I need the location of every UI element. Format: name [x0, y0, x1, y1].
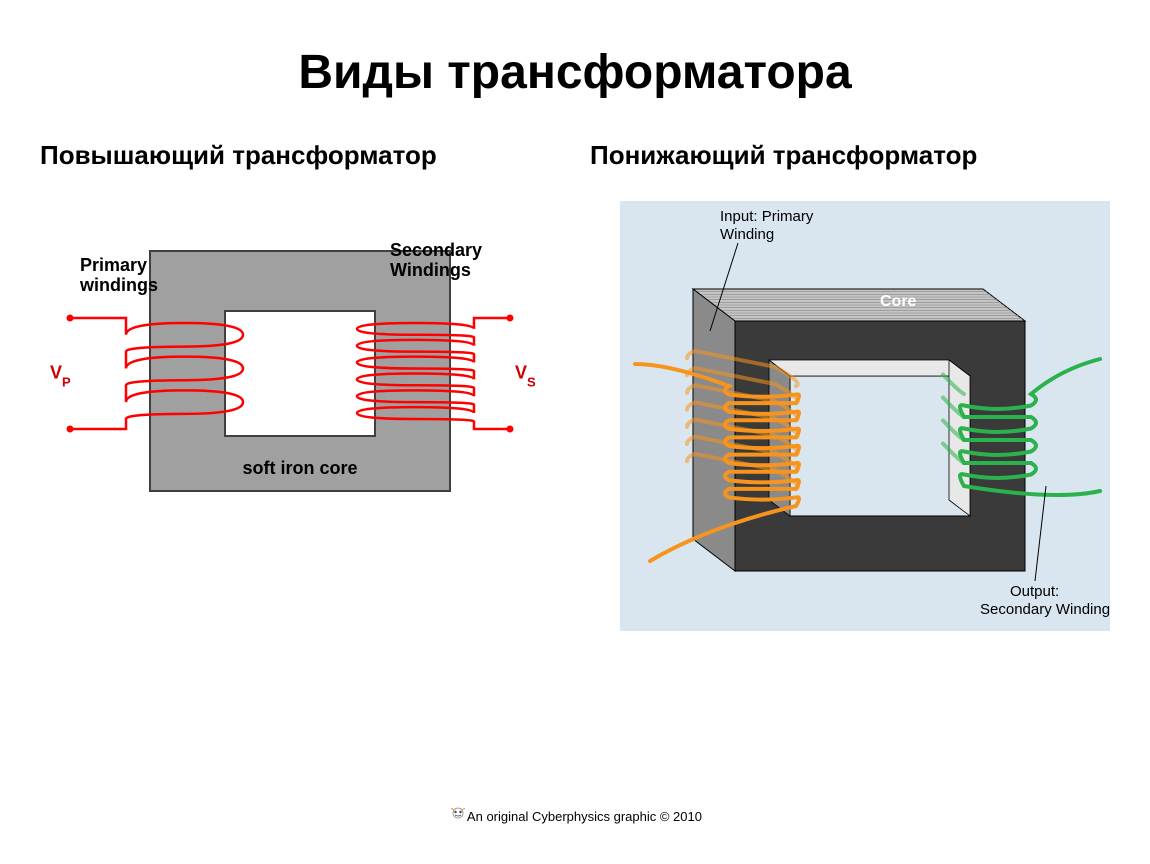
credit-text: An original Cyberphysics graphic © 2010 — [467, 809, 702, 824]
svg-text:Windings: Windings — [390, 260, 471, 280]
left-subtitle: Повышающий трансформатор — [30, 140, 570, 171]
svg-text:Input: Primary: Input: Primary — [720, 208, 814, 225]
svg-text:Output:: Output: — [1010, 583, 1059, 600]
svg-text:VP: VP — [50, 363, 71, 390]
left-column: Повышающий трансформатор Primarywindings… — [30, 140, 570, 646]
svg-text:Winding: Winding — [720, 226, 774, 243]
columns: Повышающий трансформатор Primarywindings… — [0, 100, 1150, 646]
svg-text:soft iron core: soft iron core — [242, 458, 357, 478]
svg-text:Core: Core — [880, 293, 917, 310]
right-subtitle: Понижающий трансформатор — [580, 140, 1120, 171]
step-up-transformer-svg: Primarywindings SecondaryWindings VP VS soft… — [30, 201, 550, 561]
svg-text:windings: windings — [79, 275, 158, 295]
credit-icon — [448, 807, 464, 819]
svg-text:Secondary: Secondary — [390, 240, 482, 260]
svg-text:Primary: Primary — [80, 255, 147, 275]
svg-text:VS: VS — [515, 363, 536, 390]
left-diagram: Primarywindings SecondaryWindings VP VS soft… — [30, 201, 570, 566]
step-down-transformer-svg: Input: PrimaryWinding Core Output:Secondar… — [580, 201, 1120, 641]
right-column: Понижающий трансформатор Input: PrimaryW… — [580, 140, 1120, 646]
page-title: Виды трансформатора — [0, 0, 1150, 100]
svg-text:Secondary Winding: Secondary Winding — [980, 601, 1110, 618]
right-diagram: Input: PrimaryWinding Core Output:Secondar… — [580, 201, 1120, 646]
credit-line: An original Cyberphysics graphic © 2010 — [448, 807, 702, 824]
